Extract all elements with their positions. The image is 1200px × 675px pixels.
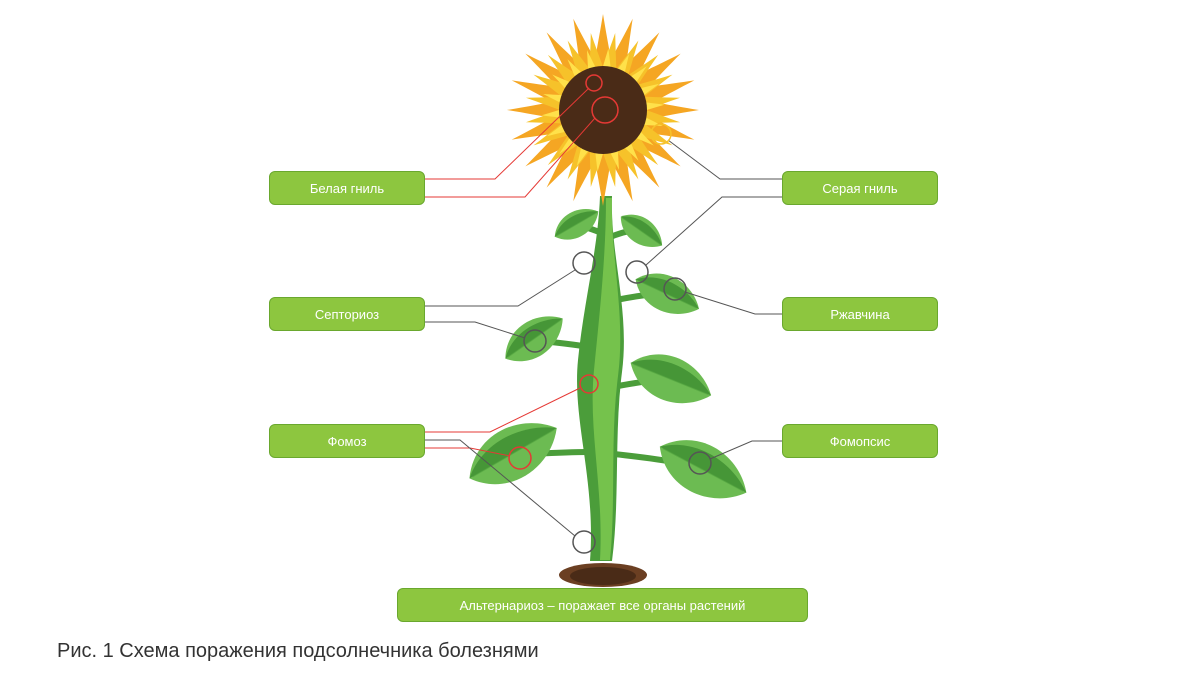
diagram-svg — [0, 0, 1200, 675]
connector-8 — [646, 197, 782, 265]
label-septoriosis: Септориоз — [269, 297, 425, 331]
connector-9 — [685, 292, 782, 314]
leaf-3 — [495, 304, 573, 373]
diagram-stage: Белая гниль Септориоз Фомоз Серая гниль Ржав… — [0, 0, 1200, 675]
figure-caption: Рис. 1 Схема поражения подсолнечника бол… — [57, 640, 539, 663]
label-alternaria: Альтернариоз – поражает все органы расте… — [397, 588, 808, 622]
label-phomopsis: Фомопсис — [782, 424, 938, 458]
connector-2 — [425, 270, 575, 306]
label-gray_rot: Серая гниль — [782, 171, 938, 205]
leaf-6 — [648, 425, 758, 515]
target-circle-2 — [573, 252, 595, 274]
connector-4 — [425, 388, 580, 432]
connector-3 — [425, 322, 525, 338]
label-rust: Ржавчина — [782, 297, 938, 331]
leaf-4 — [622, 342, 719, 416]
connector-7 — [668, 140, 782, 179]
label-white_rot: Белая гниль — [269, 171, 425, 205]
label-phomosis: Фомоз — [269, 424, 425, 458]
flower-center — [559, 66, 647, 154]
flower — [507, 14, 699, 206]
